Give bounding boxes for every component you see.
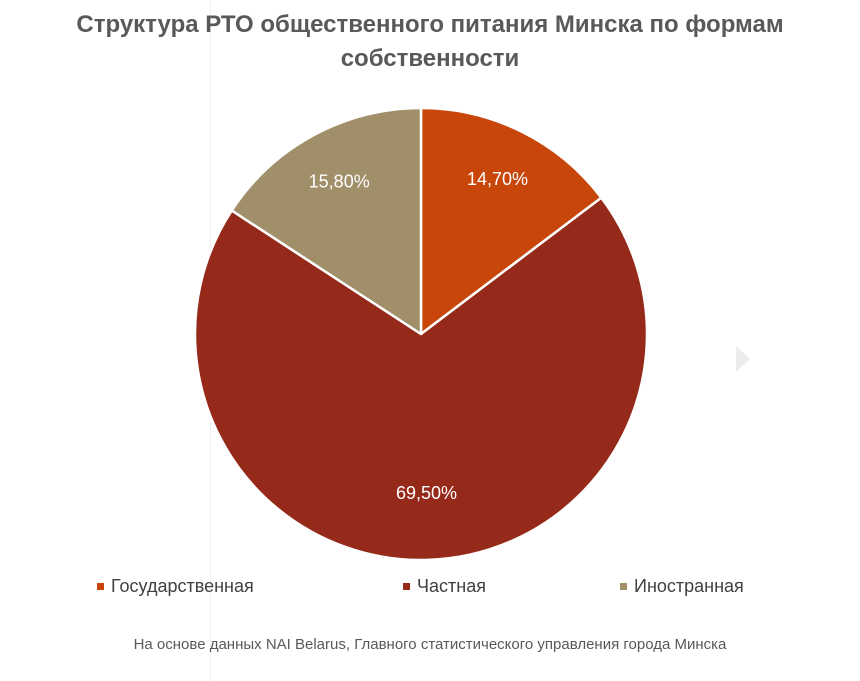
legend-item-foreign: Иностранная (620, 576, 744, 597)
pie-slice-private (193, 196, 649, 562)
pie-slice-foreign (230, 106, 423, 336)
legend-item-private: Частная (403, 576, 486, 597)
pie-labels: 14,70% 69,50% 15,80% (309, 169, 528, 503)
legend-swatch-private (403, 583, 410, 590)
pie-label-state: 14,70% (467, 169, 528, 189)
legend-swatch-foreign (620, 583, 627, 590)
source-note: На основе данных NAI Belarus, Главного с… (133, 636, 727, 653)
chart-title-line-2: собственности (340, 45, 520, 72)
expand-arrow-icon[interactable] (736, 346, 750, 372)
legend-label-foreign: Иностранная (634, 576, 744, 596)
chart-title-line-1: Структура РТО общественного питания Минс… (76, 11, 784, 38)
chart-title: Структура РТО общественного питания Минс… (0, 8, 860, 76)
pie-label-foreign: 15,80% (309, 172, 370, 192)
legend-label-private: Частная (417, 576, 486, 596)
pie-label-private: 69,50% (396, 483, 457, 503)
legend-swatch-state (97, 583, 104, 590)
pie-slices (193, 106, 649, 562)
chart-legend: Государственная Частная Иностранная (0, 576, 860, 602)
legend-item-state: Государственная (97, 576, 254, 597)
pie-slice-state (419, 106, 603, 336)
legend-label-state: Государственная (111, 576, 254, 596)
